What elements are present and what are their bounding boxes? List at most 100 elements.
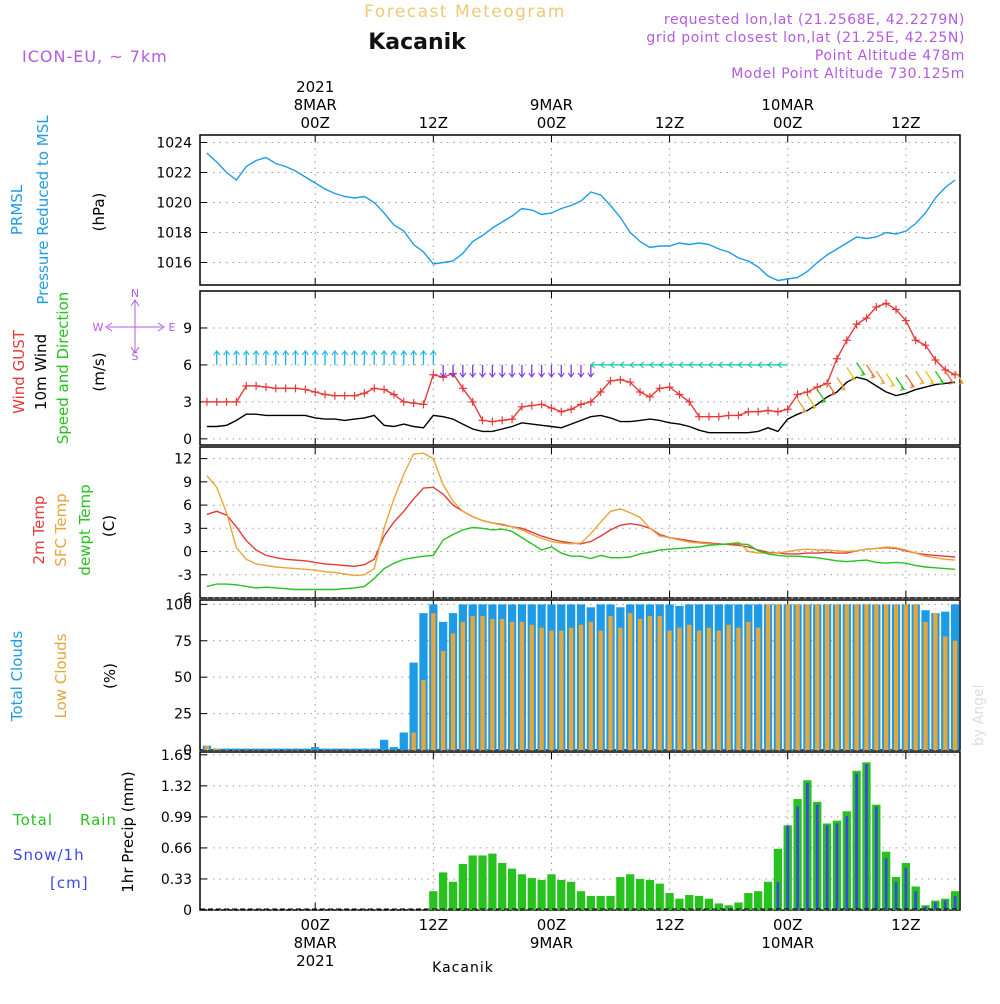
wind-arrow-head xyxy=(528,372,536,378)
total-cloud-bar xyxy=(222,748,231,750)
gust-point xyxy=(911,336,920,345)
low-cloud-bar xyxy=(509,621,515,750)
wind-arrow-head xyxy=(518,372,526,378)
rain-bar xyxy=(744,893,753,910)
wind-arrow-head xyxy=(390,350,398,356)
wind-arrow-head xyxy=(629,361,635,369)
wind-arrow-head xyxy=(223,350,231,356)
rain-bar xyxy=(665,893,674,910)
top-axis-date: 9MAR xyxy=(530,96,573,114)
top-axis-hour: 00Z xyxy=(773,114,802,132)
pressure-frame xyxy=(199,134,961,286)
gust-point xyxy=(350,391,359,400)
precipitation-ytick-label: 1.65 xyxy=(161,748,192,764)
gust-point xyxy=(370,384,379,393)
wind-arrow xyxy=(875,370,885,384)
bottom-axis-hour: 00Z xyxy=(537,916,566,934)
rain-bar xyxy=(458,863,467,910)
wind-arrow-head xyxy=(958,380,965,385)
gust-point xyxy=(734,411,743,420)
gust-point xyxy=(655,384,664,393)
snow-bar xyxy=(894,881,898,910)
snow-bar xyxy=(943,900,947,910)
gust-point xyxy=(773,407,782,416)
rain-bar xyxy=(763,881,773,910)
low-cloud-bar xyxy=(824,604,830,750)
gust-point xyxy=(852,320,861,329)
low-cloud-bar xyxy=(440,650,446,750)
rain-bar xyxy=(567,881,576,910)
wind-arrow xyxy=(836,376,846,390)
wind-arrow-head xyxy=(747,361,753,369)
precipitation-ytick-label: 1.32 xyxy=(161,779,192,795)
temperature-series-2m-temp xyxy=(206,486,956,568)
total-cloud-bar xyxy=(301,748,310,750)
pressure-ytick-label: 1020 xyxy=(156,196,192,212)
gust-point xyxy=(281,384,290,393)
wind-arrow xyxy=(856,362,866,375)
wind-arrow-head xyxy=(459,372,467,378)
total-cloud-bar xyxy=(261,748,271,750)
clouds-ytick-label: 50 xyxy=(174,670,192,686)
wind-arrow-head xyxy=(242,350,250,356)
wind-arrow-head xyxy=(840,386,847,391)
low-cloud-bar xyxy=(588,621,593,750)
wind-arrow-head xyxy=(538,372,546,378)
gust-point xyxy=(301,385,310,394)
low-cloud-bar xyxy=(864,604,869,750)
compass-e: E xyxy=(169,321,176,334)
total-cloud-bar xyxy=(281,748,290,750)
wind-arrow-head xyxy=(589,361,596,369)
low-cloud-bar xyxy=(549,630,554,750)
snow-bar xyxy=(776,881,780,910)
clouds-ytick-label: 0 xyxy=(183,743,192,759)
gust-point xyxy=(222,397,231,406)
total-cloud-bar xyxy=(271,748,280,750)
total-cloud-bar xyxy=(340,748,349,750)
wind-arrow-head xyxy=(830,391,837,396)
low-cloud-bar xyxy=(726,624,731,750)
gust-point xyxy=(468,397,477,406)
wind-panel: 0 3 6 9 xyxy=(183,290,965,448)
low-cloud-bar xyxy=(214,748,219,750)
wind-arrow-head xyxy=(737,361,743,369)
low-cloud-bar xyxy=(431,613,436,750)
gust-point xyxy=(360,389,369,398)
wind-arrow xyxy=(944,370,954,384)
wind-arrow-head xyxy=(420,350,427,356)
total-cloud-bar xyxy=(399,732,408,750)
wind-arrow-head xyxy=(548,372,555,378)
total-cloud-bar xyxy=(232,748,241,750)
total-cloud-bar xyxy=(251,748,261,750)
gust-point xyxy=(754,407,763,416)
wind-arrow-head xyxy=(717,361,723,369)
total-rain-label-1: Total xyxy=(12,811,53,829)
compass-s: S xyxy=(132,350,139,363)
snow-bar xyxy=(914,891,918,910)
gust-point xyxy=(517,402,526,411)
wind-arrow-head xyxy=(400,350,408,356)
wind-arrow xyxy=(954,370,964,384)
precipitation-ytick-label: 0.99 xyxy=(161,810,192,826)
wind-arrow-head xyxy=(811,405,817,410)
top-axis-hour: 12Z xyxy=(419,114,448,132)
temp-unit: (C) xyxy=(100,515,118,537)
gust-point xyxy=(271,384,280,393)
gust-point xyxy=(764,406,773,415)
low-cloud-bar xyxy=(411,732,416,750)
snow-bar xyxy=(953,895,957,910)
wind-arrow xyxy=(846,367,856,380)
clouds-ytick-label: 75 xyxy=(174,634,192,650)
gust-point xyxy=(547,404,556,413)
gust-point xyxy=(330,391,339,400)
snow-bar xyxy=(825,825,829,910)
bottom-axis-date: 9MAR xyxy=(530,934,573,952)
wind-arrow xyxy=(806,395,816,409)
top-axis-date: 10MAR xyxy=(761,96,814,114)
gust-point xyxy=(567,405,576,414)
gust-point xyxy=(921,341,930,350)
wind-arrow-head xyxy=(380,350,388,356)
low-cloud-bar xyxy=(874,604,879,750)
wind-arrow-head xyxy=(272,350,280,356)
